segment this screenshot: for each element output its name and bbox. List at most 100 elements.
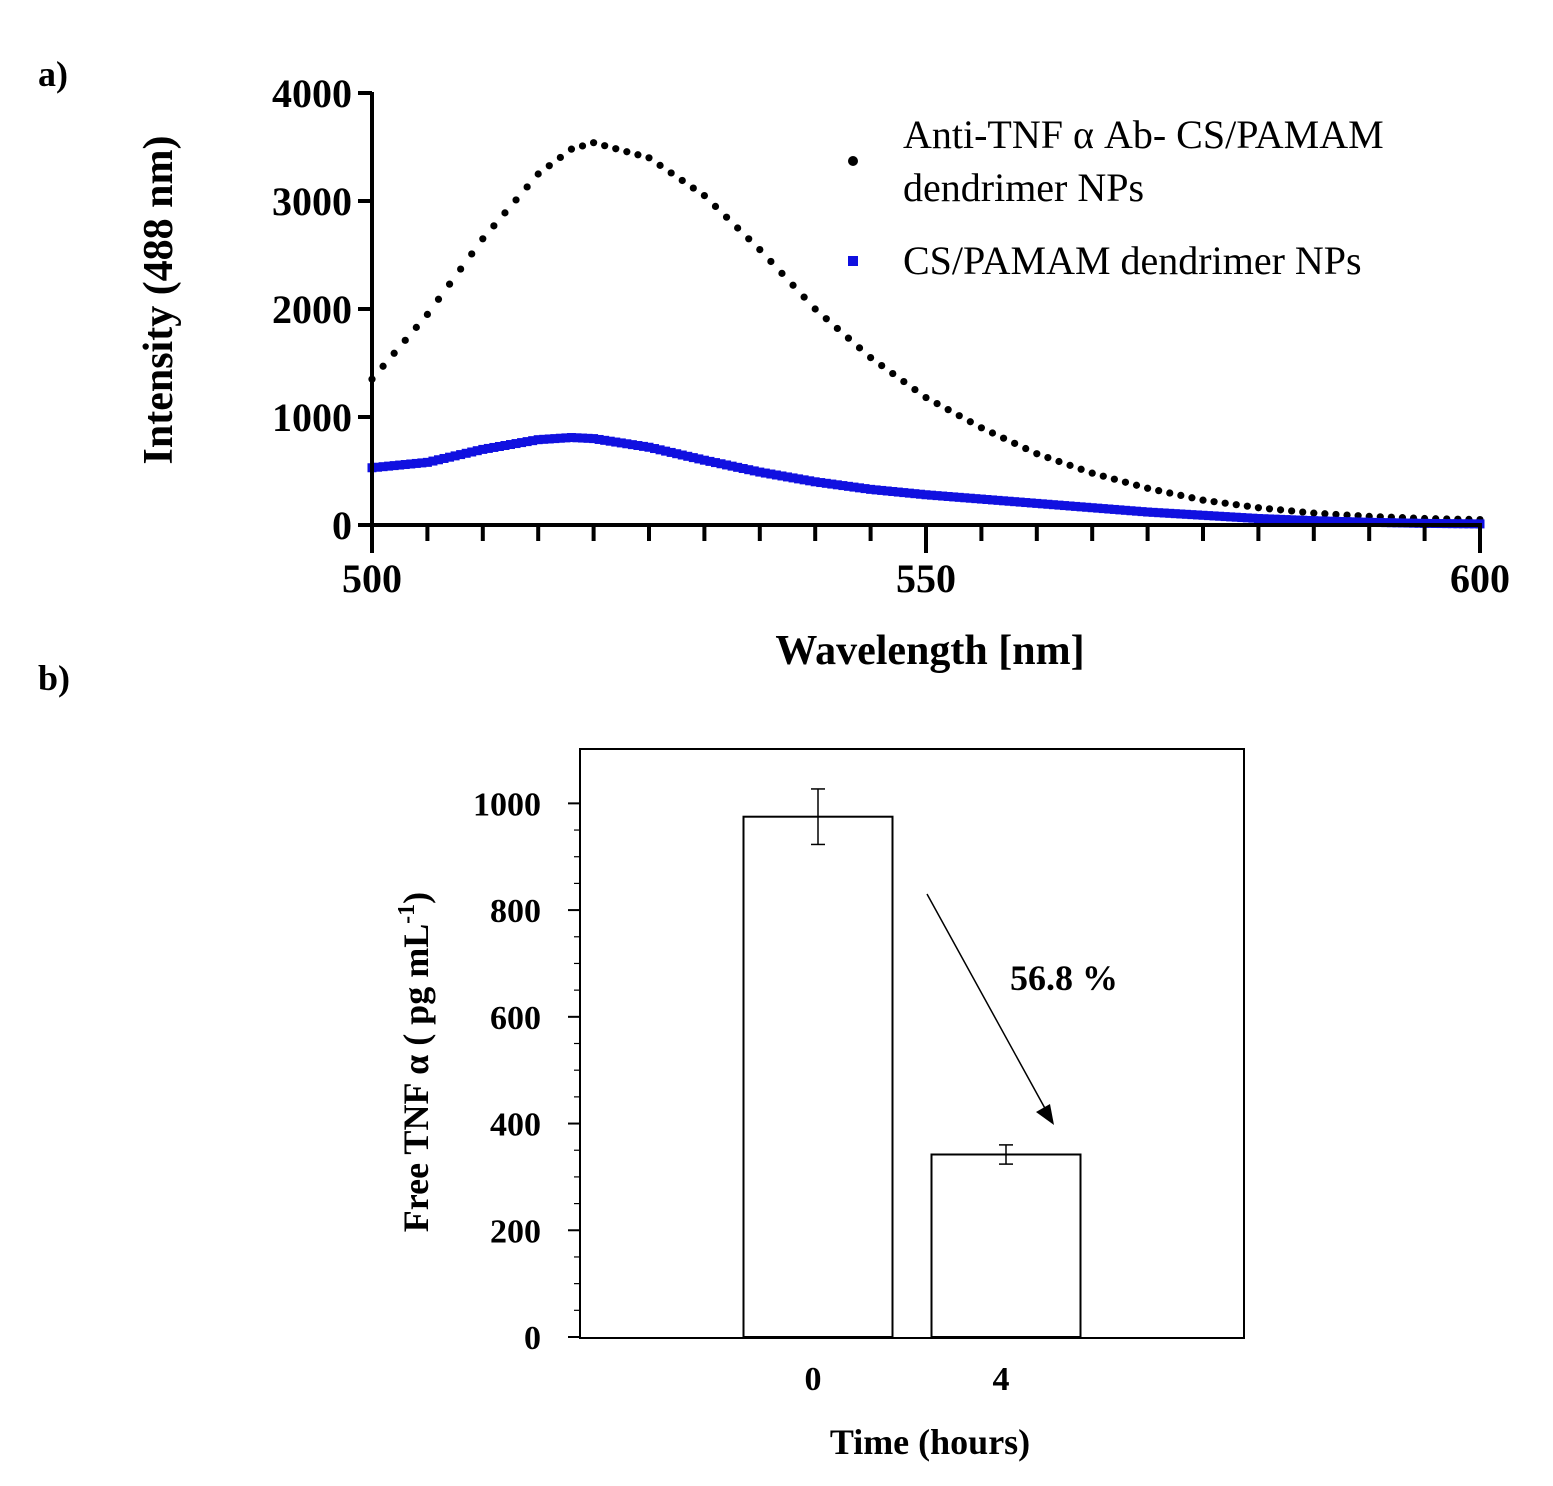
series-2-point-95 bbox=[893, 487, 903, 497]
series-1-point-28 bbox=[678, 176, 686, 185]
x-tick-label-a-0: 500 bbox=[342, 556, 402, 601]
series-2-point-133 bbox=[1104, 504, 1114, 514]
series-2-point-67 bbox=[738, 464, 748, 474]
series-2-point-102 bbox=[932, 491, 942, 501]
x-tick-label-b-0: 0 bbox=[805, 1361, 822, 1398]
series-1-point-32 bbox=[722, 213, 731, 221]
series-2-point-34 bbox=[555, 433, 565, 443]
x-axis-title-a: Wavelength [nm] bbox=[775, 628, 1084, 674]
arrow-head bbox=[1036, 1104, 1054, 1125]
bar-0 bbox=[742, 815, 894, 1338]
series-2-point-92 bbox=[877, 485, 887, 495]
annotation-arrow bbox=[926, 893, 1054, 1125]
y-axis-title-a: Intensity (488 nm) bbox=[136, 135, 182, 464]
series-2-point-82 bbox=[821, 478, 831, 488]
series-2-point-19 bbox=[472, 446, 482, 456]
series-1-point-16 bbox=[545, 162, 553, 170]
series-2-point-168 bbox=[1298, 515, 1308, 525]
series-2-point-66 bbox=[733, 462, 743, 472]
series-1-point-80 bbox=[1254, 504, 1262, 512]
series-1-point-4 bbox=[412, 323, 420, 331]
bar-4 bbox=[930, 1153, 1082, 1338]
series-2-point-80 bbox=[810, 477, 820, 487]
series-1-point-58 bbox=[1011, 439, 1019, 447]
chart-a-marks bbox=[367, 139, 1485, 529]
chart-b-marks bbox=[742, 788, 1082, 1338]
series-2-point-23 bbox=[494, 441, 504, 451]
series-2-point-162 bbox=[1264, 514, 1274, 524]
series-1-point-15 bbox=[534, 170, 542, 178]
series-2-point-44 bbox=[611, 437, 621, 447]
series-1-point-25 bbox=[645, 154, 653, 162]
series-2-point-75 bbox=[783, 472, 792, 482]
series-2-point-109 bbox=[971, 494, 981, 504]
series-2-point-139 bbox=[1137, 507, 1147, 517]
series-2-point-84 bbox=[832, 480, 842, 490]
series-2-point-87 bbox=[849, 482, 859, 492]
series-2-point-165 bbox=[1281, 515, 1291, 525]
series-2-point-26 bbox=[511, 439, 521, 449]
series-2-point-132 bbox=[1098, 504, 1108, 514]
series-1-point-60 bbox=[1033, 450, 1041, 458]
series-2-point-55 bbox=[672, 449, 682, 459]
series-2-point-74 bbox=[777, 471, 787, 481]
series-2-point-8 bbox=[411, 458, 421, 468]
series-2-point-114 bbox=[999, 496, 1009, 506]
series-2-point-12 bbox=[433, 455, 443, 465]
series-1-point-87 bbox=[1332, 510, 1340, 519]
series-2-point-90 bbox=[866, 484, 876, 494]
plot-frame-b bbox=[579, 748, 1245, 1339]
y-axis-title-b-sup: -1 bbox=[394, 904, 420, 924]
series-1-point-64 bbox=[1077, 465, 1085, 473]
series-1-point-18 bbox=[567, 145, 576, 153]
series-2-point-97 bbox=[904, 488, 914, 498]
series-1-point-88 bbox=[1343, 511, 1351, 519]
y-tick-label-a-4: 4000 bbox=[272, 71, 352, 116]
series-2-point-172 bbox=[1320, 516, 1330, 526]
series-2-point-126 bbox=[1065, 501, 1075, 511]
series-1-point-75 bbox=[1199, 496, 1207, 504]
series-1-point-46 bbox=[878, 361, 886, 370]
series-1-point-69 bbox=[1132, 481, 1141, 489]
series-2-point-1 bbox=[373, 462, 383, 472]
series-2-point-128 bbox=[1076, 502, 1086, 512]
y-tick-label-a-1: 1000 bbox=[272, 395, 352, 440]
series-2-point-83 bbox=[827, 479, 837, 489]
series-1-point-59 bbox=[1022, 444, 1030, 453]
series-1-point-42 bbox=[833, 324, 841, 333]
series-2-point-160 bbox=[1253, 514, 1263, 524]
series-1-point-63 bbox=[1066, 461, 1074, 469]
series-2-point-137 bbox=[1126, 506, 1136, 516]
series-1-point-76 bbox=[1210, 498, 1218, 506]
series-1-point-70 bbox=[1144, 484, 1152, 492]
series-2-point-182 bbox=[1375, 518, 1385, 528]
y-tick-label-b-2: 400 bbox=[490, 1107, 541, 1144]
series-2-point-38 bbox=[578, 433, 588, 443]
series-2-point-105 bbox=[949, 492, 959, 502]
series-2-point-121 bbox=[1037, 499, 1047, 509]
series-2-point-175 bbox=[1337, 516, 1346, 526]
series-2-point-119 bbox=[1026, 498, 1036, 508]
series-2-point-178 bbox=[1353, 517, 1363, 527]
series-2-point-93 bbox=[882, 486, 892, 496]
series-2-point-72 bbox=[766, 469, 776, 479]
series-2-point-111 bbox=[982, 495, 992, 505]
series-1-point-61 bbox=[1044, 454, 1052, 462]
y-tick-label-b-3: 600 bbox=[490, 1000, 541, 1037]
series-2-point-107 bbox=[960, 493, 970, 503]
series-2-point-35 bbox=[561, 433, 571, 443]
y-tick-label-a-2: 2000 bbox=[272, 287, 352, 332]
series-2-point-164 bbox=[1276, 514, 1286, 524]
series-2-point-57 bbox=[683, 451, 693, 461]
legend-marker-series-2 bbox=[848, 256, 858, 266]
series-2-point-166 bbox=[1287, 515, 1297, 525]
series-2-point-36 bbox=[566, 433, 576, 443]
series-2-point-73 bbox=[771, 470, 781, 480]
series-2-point-31 bbox=[539, 434, 549, 444]
series-1-point-81 bbox=[1265, 505, 1274, 513]
series-2-point-186 bbox=[1397, 518, 1407, 528]
series-2-point-138 bbox=[1132, 506, 1142, 516]
series-2-point-99 bbox=[915, 489, 925, 499]
arrow-shaft bbox=[926, 893, 1048, 1113]
legend-marker-series-1 bbox=[848, 156, 858, 166]
